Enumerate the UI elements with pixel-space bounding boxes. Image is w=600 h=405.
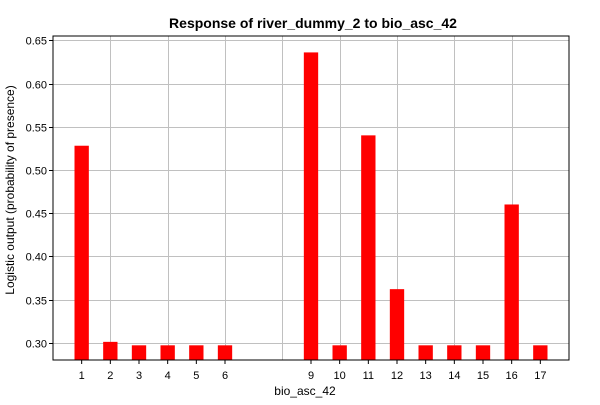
x-tick-label: 3	[136, 370, 142, 382]
x-tick-label: 14	[448, 370, 460, 382]
x-tick-label: 13	[420, 370, 432, 382]
bar	[533, 345, 548, 360]
y-tick-label: 0.55	[26, 123, 47, 135]
y-tick-label: 0.35	[26, 296, 47, 308]
bar	[389, 289, 405, 360]
bar	[418, 345, 433, 360]
x-tick-label: 5	[193, 370, 199, 382]
y-tick-label: 0.50	[26, 166, 47, 178]
bars-layer	[74, 52, 548, 360]
x-tick-label: 1	[79, 370, 85, 382]
bar	[74, 145, 89, 360]
y-tick-label: 0.65	[26, 36, 47, 48]
x-axis-label: bio_asc_42	[274, 384, 336, 398]
bar	[217, 345, 233, 360]
x-tick-label: 11	[363, 370, 374, 382]
x-tick-label: 9	[308, 370, 314, 382]
chart-title: Response of river_dummy_2 to bio_asc_42	[169, 15, 457, 31]
x-tick-label: 16	[506, 370, 518, 382]
x-tick-label: 4	[165, 370, 171, 382]
y-tick-label: 0.60	[26, 80, 47, 92]
x-ticks-layer: 1 2 3 4 5 6 9 10 11 12 13 14 15 16 17	[79, 360, 546, 382]
bar	[332, 345, 347, 360]
y-ticks-layer: 0.30 0.35 0.40 0.45 0.50 0.55 0.60 0.65	[26, 36, 53, 351]
bar	[131, 345, 147, 360]
x-tick-label: 17	[534, 370, 546, 382]
bar	[361, 135, 376, 360]
y-tick-label: 0.40	[26, 252, 47, 264]
x-tick-label: 15	[477, 370, 489, 382]
x-tick-label: 2	[107, 370, 113, 382]
bar	[189, 345, 204, 360]
bar	[303, 52, 319, 360]
bar	[475, 345, 491, 360]
y-axis-label: Logistic output (probability of presence…	[3, 85, 17, 294]
y-tick-label: 0.30	[26, 339, 47, 351]
x-tick-label: 6	[222, 370, 228, 382]
bar	[160, 345, 175, 360]
bar	[447, 345, 462, 360]
y-tick-label: 0.45	[26, 209, 47, 221]
x-tick-label: 12	[391, 370, 403, 382]
bar	[504, 204, 519, 360]
x-tick-label: 10	[334, 370, 346, 382]
bar	[103, 341, 118, 360]
